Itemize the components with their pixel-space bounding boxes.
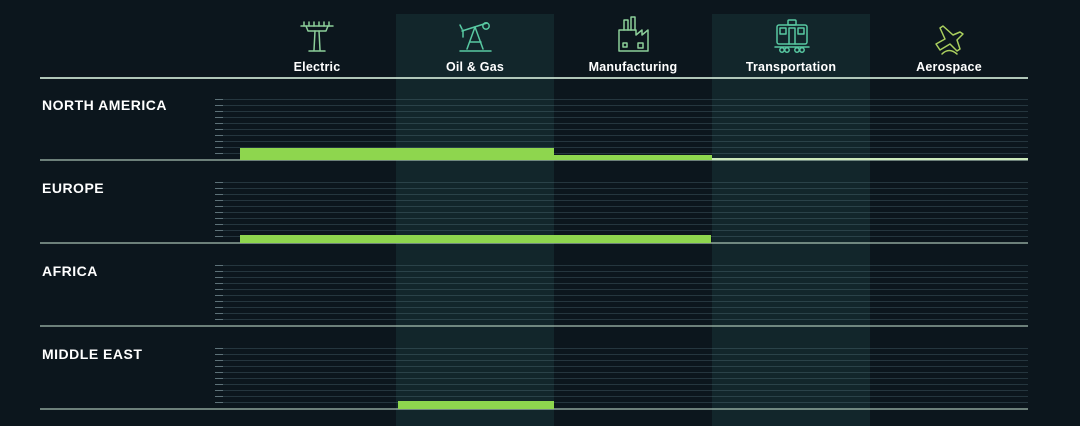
highlight-band-transportation [712, 14, 870, 426]
value-bar-north-america [554, 155, 712, 160]
row-gridline [215, 200, 1028, 201]
column-header-transportation[interactable]: Transportation [712, 12, 870, 74]
column-label-manufacturing: Manufacturing [588, 60, 678, 74]
column-header-electric[interactable]: Electric [238, 12, 396, 74]
value-bar-europe [240, 235, 711, 243]
row-gridline [215, 182, 1028, 183]
row-gridline [215, 277, 1028, 278]
region-row-africa: AFRICA [0, 245, 1080, 328]
row-gridline [215, 360, 1028, 361]
row-gridline [215, 319, 1028, 320]
column-label-aerospace: Aerospace [916, 60, 982, 74]
region-label-africa: AFRICA [42, 263, 98, 279]
column-header-manufacturing[interactable]: Manufacturing [554, 12, 712, 74]
row-gridline [215, 390, 1028, 391]
region-label-north-america: NORTH AMERICA [42, 97, 167, 113]
region-label-europe: EUROPE [42, 180, 105, 196]
row-gridline [215, 271, 1028, 272]
row-gridline [215, 224, 1028, 225]
row-gridline [215, 99, 1028, 100]
railcar-icon [774, 19, 810, 53]
column-header-oil-gas[interactable]: Oil & Gas [396, 12, 554, 74]
row-gridline [215, 265, 1028, 266]
column-label-transportation: Transportation [745, 60, 837, 74]
row-gridline [215, 396, 1028, 397]
row-baseline [40, 325, 1028, 327]
column-header-aerospace[interactable]: Aerospace [870, 12, 1028, 74]
factory-icon [618, 16, 649, 52]
row-gridline [215, 384, 1028, 385]
row-gridline [215, 378, 1028, 379]
row-gridline [215, 141, 1028, 142]
row-gridline [215, 366, 1028, 367]
column-label-oil-gas: Oil & Gas [445, 60, 505, 74]
row-gridline [215, 188, 1028, 189]
row-gridline [215, 105, 1028, 106]
pumpjack-icon [459, 22, 492, 52]
region-row-north-america: NORTH AMERICA [0, 79, 1080, 162]
row-gridline [215, 194, 1028, 195]
header-rule [40, 77, 1028, 79]
value-bar-middle-east [398, 401, 554, 409]
row-gridline [215, 147, 1028, 148]
row-gridline [215, 307, 1028, 308]
row-gridline [215, 313, 1028, 314]
row-gridline [215, 117, 1028, 118]
value-bar-north-america [712, 158, 1028, 160]
row-gridline [215, 206, 1028, 207]
row-gridline [215, 372, 1028, 373]
row-gridline [215, 123, 1028, 124]
row-baseline [40, 159, 1028, 161]
value-bar-north-america [240, 148, 554, 160]
row-gridline [215, 212, 1028, 213]
highlight-band-oil-gas [396, 14, 554, 426]
row-gridline [215, 348, 1028, 349]
row-gridline [215, 295, 1028, 296]
row-gridline [215, 135, 1028, 136]
row-gridline [215, 402, 1028, 403]
airplane-icon [935, 25, 964, 55]
row-baseline [40, 242, 1028, 244]
row-gridline [215, 289, 1028, 290]
column-label-electric: Electric [293, 60, 341, 74]
row-gridline [215, 354, 1028, 355]
row-baseline [40, 408, 1028, 410]
region-label-middle-east: MIDDLE EAST [42, 346, 143, 362]
row-gridline [215, 283, 1028, 284]
row-gridline [215, 111, 1028, 112]
row-gridline [215, 301, 1028, 302]
region-row-europe: EUROPE [0, 162, 1080, 245]
row-gridline [215, 153, 1028, 154]
row-gridline [215, 230, 1028, 231]
power-lines-icon [300, 21, 334, 52]
row-gridline [215, 218, 1028, 219]
row-gridline [215, 129, 1028, 130]
region-row-middle-east: MIDDLE EAST [0, 328, 1080, 411]
